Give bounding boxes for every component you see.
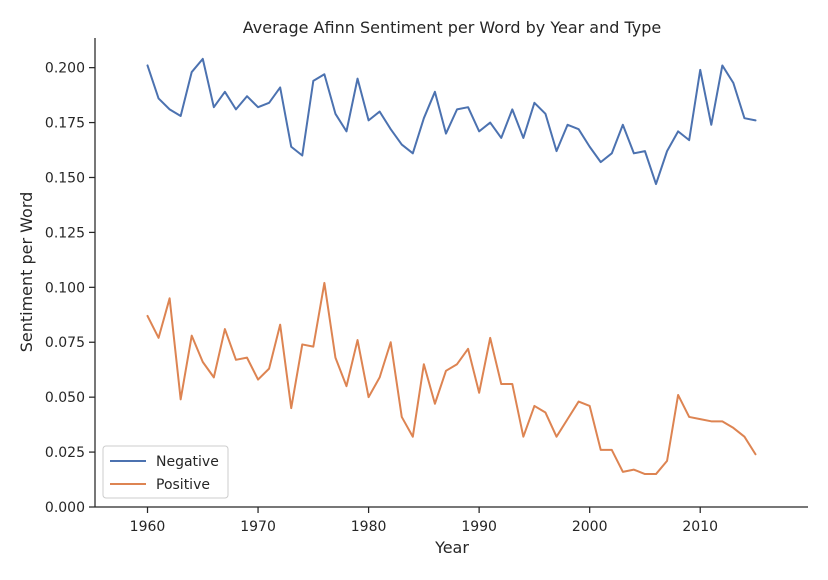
axes bbox=[94, 38, 808, 508]
x-ticks: 1960 1970 1980 1990 2000 2010 bbox=[130, 507, 718, 535]
y-tick-label: 0.175 bbox=[45, 116, 85, 132]
x-tick-label: 2010 bbox=[682, 519, 718, 535]
x-tick-label: 1990 bbox=[461, 519, 497, 535]
series-line-positive bbox=[146, 281, 757, 476]
x-axis-label: Year bbox=[434, 538, 469, 557]
y-tick-label: 0.025 bbox=[45, 445, 85, 461]
legend-label-negative: Negative bbox=[156, 454, 219, 470]
chart-title: Average Afinn Sentiment per Word by Year… bbox=[243, 18, 661, 37]
series-lines bbox=[146, 57, 757, 476]
legend: Negative Positive bbox=[102, 445, 229, 499]
x-tick-label: 2000 bbox=[572, 519, 608, 535]
y-tick-label: 0.000 bbox=[45, 500, 85, 516]
x-tick-label: 1960 bbox=[130, 519, 166, 535]
y-tick-label: 0.100 bbox=[45, 280, 85, 296]
y-axis-label: Sentiment per Word bbox=[17, 192, 36, 353]
legend-label-positive: Positive bbox=[156, 477, 210, 493]
x-tick-label: 1980 bbox=[351, 519, 387, 535]
y-ticks: 0.000 0.025 0.050 0.075 0.100 0.125 0.150 0.175… bbox=[45, 61, 95, 516]
y-tick-label: 0.075 bbox=[45, 335, 85, 351]
series-line-negative bbox=[146, 57, 757, 186]
y-tick-label: 0.125 bbox=[45, 225, 85, 241]
y-tick-label: 0.200 bbox=[45, 61, 85, 77]
x-tick-label: 1970 bbox=[240, 519, 276, 535]
y-tick-label: 0.050 bbox=[45, 390, 85, 406]
y-tick-label: 0.150 bbox=[45, 170, 85, 186]
